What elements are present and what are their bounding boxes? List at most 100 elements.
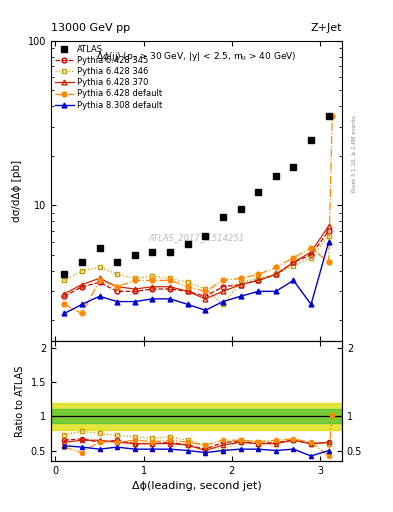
ATLAS bbox=[115, 259, 119, 265]
Pythia 6.428 370 bbox=[326, 223, 331, 229]
X-axis label: Δϕ(leading, second jet): Δϕ(leading, second jet) bbox=[132, 481, 261, 491]
Pythia 6.428 370 bbox=[97, 275, 102, 282]
ATLAS bbox=[185, 241, 190, 247]
Pythia 6.428 346 bbox=[203, 286, 208, 292]
Pythia 6.428 default bbox=[150, 278, 155, 284]
Pythia 6.428 default bbox=[238, 275, 243, 282]
Pythia 8.308 default bbox=[291, 278, 296, 284]
Pythia 6.428 346 bbox=[97, 264, 102, 270]
Pythia 6.428 default bbox=[168, 278, 173, 284]
Y-axis label: Ratio to ATLAS: Ratio to ATLAS bbox=[15, 365, 25, 437]
Pythia 6.428 370 bbox=[256, 278, 261, 284]
Text: $\Delta\phi$(jj) (p$_\mathregular{T}$ > 30 GeV, |y| < 2.5, m$_\mathregular{ll}$ : $\Delta\phi$(jj) (p$_\mathregular{T}$ > … bbox=[96, 50, 297, 63]
ATLAS bbox=[132, 252, 137, 258]
Pythia 6.428 default bbox=[330, 113, 334, 119]
Pythia 6.428 370 bbox=[185, 288, 190, 294]
Pythia 6.428 346 bbox=[238, 280, 243, 286]
Pythia 6.428 346 bbox=[291, 263, 296, 269]
ATLAS bbox=[79, 259, 84, 265]
Pythia 6.428 370 bbox=[291, 259, 296, 265]
Pythia 6.428 370 bbox=[274, 271, 278, 278]
Pythia 6.428 345 bbox=[62, 293, 67, 300]
Pythia 6.428 default bbox=[79, 310, 84, 316]
ATLAS bbox=[220, 214, 225, 220]
Text: 13000 GeV pp: 13000 GeV pp bbox=[51, 23, 130, 33]
ATLAS bbox=[256, 189, 261, 196]
ATLAS bbox=[62, 271, 67, 278]
ATLAS bbox=[238, 206, 243, 212]
Pythia 6.428 346 bbox=[168, 275, 173, 282]
Pythia 6.428 346 bbox=[326, 233, 331, 239]
Pythia 6.428 345 bbox=[79, 284, 84, 290]
Pythia 6.428 default bbox=[62, 301, 67, 307]
Pythia 6.428 345 bbox=[168, 286, 173, 292]
Pythia 6.428 370 bbox=[115, 284, 119, 290]
Pythia 8.308 default bbox=[220, 298, 225, 305]
Pythia 6.428 346 bbox=[79, 268, 84, 274]
Pythia 8.308 default bbox=[168, 296, 173, 302]
Pythia 6.428 345 bbox=[97, 280, 102, 286]
Line: Pythia 8.308 default: Pythia 8.308 default bbox=[62, 240, 331, 316]
Pythia 8.308 default bbox=[256, 288, 261, 294]
Pythia 6.428 345 bbox=[274, 271, 278, 278]
Pythia 6.428 370 bbox=[168, 284, 173, 290]
Text: Z+Jet: Z+Jet bbox=[310, 23, 342, 33]
Pythia 6.428 default bbox=[309, 245, 314, 251]
ATLAS bbox=[168, 249, 173, 255]
Pythia 6.428 345 bbox=[115, 288, 119, 294]
Line: Pythia 6.428 default: Pythia 6.428 default bbox=[62, 114, 335, 316]
Pythia 6.428 346 bbox=[220, 301, 225, 307]
Pythia 6.428 default bbox=[256, 271, 261, 278]
Pythia 6.428 345 bbox=[291, 259, 296, 265]
Pythia 6.428 default bbox=[97, 278, 102, 284]
Pythia 8.308 default bbox=[238, 293, 243, 300]
Pythia 6.428 370 bbox=[150, 284, 155, 290]
Pythia 6.428 345 bbox=[238, 282, 243, 288]
Pythia 6.428 default bbox=[185, 284, 190, 290]
ATLAS bbox=[309, 137, 314, 143]
Pythia 6.428 346 bbox=[115, 271, 119, 278]
Pythia 6.428 345 bbox=[132, 288, 137, 294]
Y-axis label: dσ/dΔϕ [pb]: dσ/dΔϕ [pb] bbox=[12, 160, 22, 222]
Pythia 6.428 default bbox=[274, 264, 278, 270]
ATLAS bbox=[326, 113, 331, 119]
ATLAS bbox=[274, 174, 278, 180]
Pythia 8.308 default bbox=[203, 307, 208, 313]
Pythia 6.428 370 bbox=[220, 288, 225, 294]
Pythia 8.308 default bbox=[97, 293, 102, 300]
Pythia 8.308 default bbox=[185, 301, 190, 307]
Pythia 8.308 default bbox=[150, 296, 155, 302]
Pythia 8.308 default bbox=[62, 310, 67, 316]
Pythia 8.308 default bbox=[79, 301, 84, 307]
Pythia 6.428 default bbox=[220, 278, 225, 284]
Pythia 8.308 default bbox=[326, 239, 331, 245]
ATLAS bbox=[97, 245, 102, 251]
Pythia 6.428 345 bbox=[309, 252, 314, 258]
Pythia 6.428 345 bbox=[256, 278, 261, 284]
ATLAS bbox=[203, 233, 208, 239]
Pythia 6.428 370 bbox=[132, 286, 137, 292]
Pythia 6.428 345 bbox=[150, 286, 155, 292]
Pythia 6.428 default bbox=[291, 254, 296, 261]
Pythia 6.428 346 bbox=[132, 275, 137, 282]
Pythia 6.428 370 bbox=[79, 282, 84, 288]
Text: Rivet 3.1.10, ≥ 2.6M events: Rivet 3.1.10, ≥ 2.6M events bbox=[352, 115, 357, 192]
Pythia 6.428 default bbox=[115, 284, 119, 290]
Pythia 6.428 default bbox=[326, 259, 331, 265]
Pythia 6.428 346 bbox=[274, 271, 278, 278]
Text: ATLAS_2017_I1514251: ATLAS_2017_I1514251 bbox=[149, 233, 244, 242]
Pythia 6.428 346 bbox=[150, 273, 155, 280]
Legend: ATLAS, Pythia 6.428 345, Pythia 6.428 346, Pythia 6.428 370, Pythia 6.428 defaul: ATLAS, Pythia 6.428 345, Pythia 6.428 34… bbox=[53, 44, 164, 111]
Pythia 6.428 345 bbox=[203, 293, 208, 300]
Pythia 6.428 346 bbox=[185, 280, 190, 286]
Pythia 6.428 370 bbox=[238, 282, 243, 288]
Line: Pythia 6.428 370: Pythia 6.428 370 bbox=[62, 224, 331, 301]
Pythia 6.428 370 bbox=[203, 296, 208, 302]
Pythia 6.428 346 bbox=[62, 278, 67, 284]
Line: ATLAS: ATLAS bbox=[61, 113, 332, 278]
Line: Pythia 6.428 345: Pythia 6.428 345 bbox=[62, 228, 331, 298]
Pythia 8.308 default bbox=[274, 288, 278, 294]
Pythia 6.428 370 bbox=[309, 249, 314, 255]
ATLAS bbox=[291, 164, 296, 170]
Line: Pythia 6.428 346: Pythia 6.428 346 bbox=[62, 233, 331, 307]
